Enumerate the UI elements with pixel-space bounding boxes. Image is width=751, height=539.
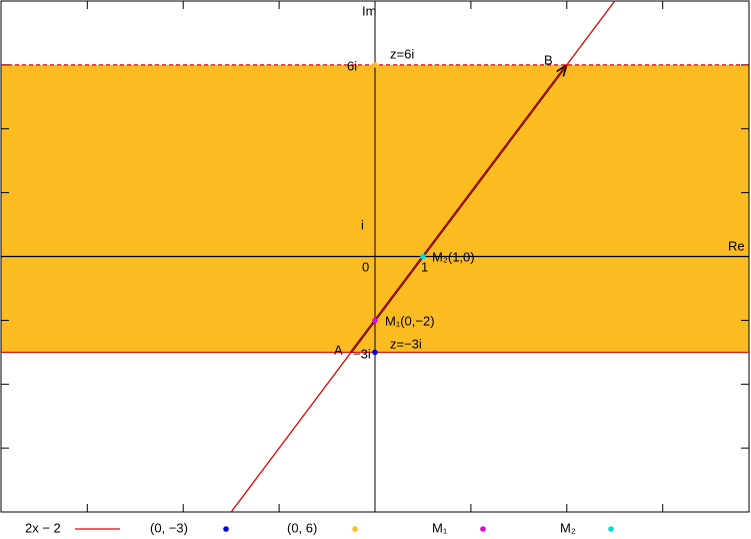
legend-swatch [223,526,229,532]
y-axis-label: Im [362,3,376,18]
annotation: 0 [362,259,369,274]
annotation: B [544,52,553,67]
annotation: −3i [353,346,371,361]
point [420,253,426,260]
legend-label: (0, −3) [150,520,188,535]
annotation: z=−3i [390,336,422,351]
annotation: z=6i [390,46,414,61]
annotation: M₂(1,0) [432,249,475,264]
annotation: i [361,217,364,232]
legend-label: 2x − 2 [25,520,61,535]
legend-swatch [352,526,358,532]
legend-label: M₂ [560,520,576,535]
legend-swatch [608,526,614,532]
x-axis-label: Re [728,238,745,253]
legend-swatch [480,526,486,532]
point [372,349,378,356]
annotation: M₁(0,−2) [385,313,435,328]
annotation: 1 [421,259,428,274]
point [372,62,378,68]
point [372,317,378,324]
annotation: A [334,342,343,357]
legend-label: M₁ [432,520,448,535]
annotation: 6i [347,58,357,73]
plot-layer [0,0,750,513]
legend-label: (0, 6) [287,520,317,535]
